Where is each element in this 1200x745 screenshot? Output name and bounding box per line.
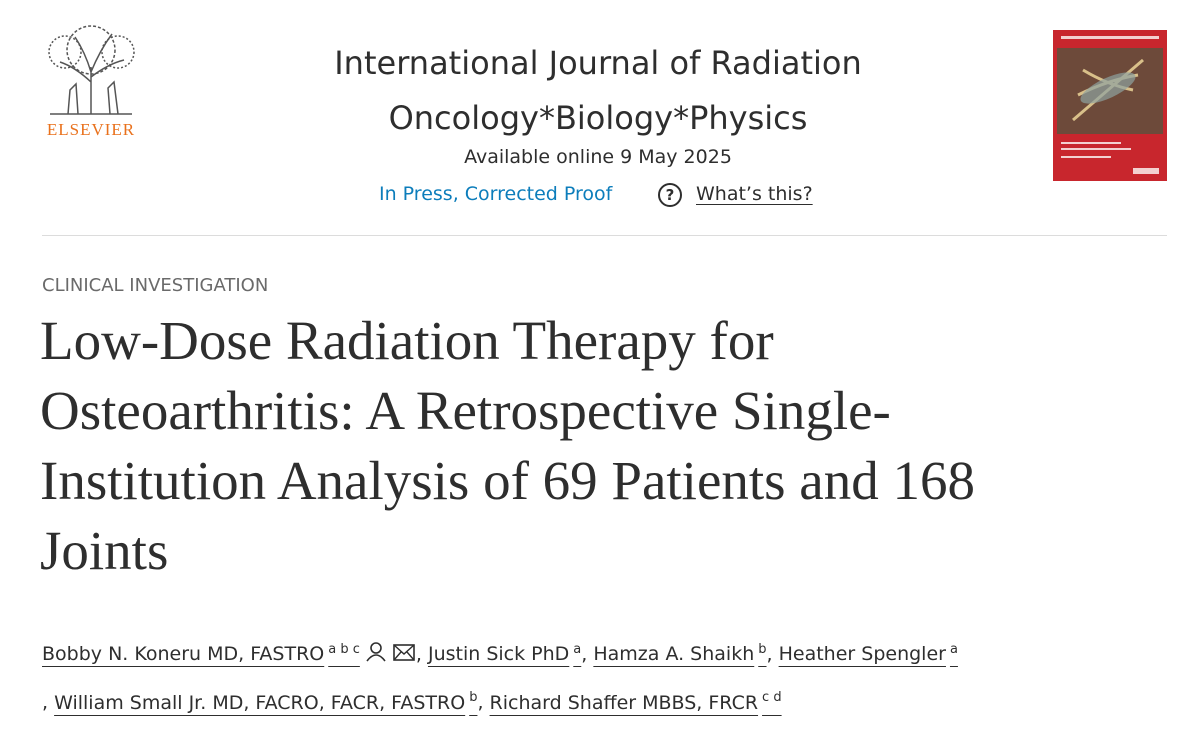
author-separator: , [415,643,422,666]
author-separator: , [42,691,49,714]
help-icon[interactable]: ? [658,183,682,207]
title-line: Osteoarthritis: A Retrospective Single- [40,380,891,441]
author-affiliations[interactable]: a [573,642,582,657]
title-line: Joints [40,520,169,581]
divider [42,235,1167,236]
author-name[interactable]: William Small Jr. MD, FACRO, FACR, FASTR… [54,691,466,714]
author-name[interactable]: Richard Shaffer MBBS, FRCR [489,691,759,714]
author[interactable]: Hamza A. Shaikh b [593,642,767,666]
publisher-name: ELSEVIER [46,120,136,139]
author[interactable]: Bobby N. Koneru MD, FASTRO a b c [42,641,416,666]
author-name[interactable]: Bobby N. Koneru MD, FASTRO [42,643,325,666]
author-affiliations[interactable]: b [758,642,767,657]
journal-title-line[interactable]: International Journal of Radiation [334,44,862,82]
journal-title-line[interactable]: Oncology*Biology*Physics [388,99,808,137]
article-title: Low-Dose Radiation Therapy for Osteoarth… [40,306,975,586]
available-date: Available online 9 May 2025 [464,146,732,168]
help-link[interactable]: What’s this? [696,183,813,205]
title-line: Low-Dose Radiation Therapy for [40,310,774,371]
author-name[interactable]: Justin Sick PhD [427,643,570,666]
journal-title[interactable]: International Journal of Radiation Oncol… [200,36,996,146]
author-icons[interactable] [366,641,416,663]
title-line: Institution Analysis of 69 Patients and … [40,450,975,511]
author-name[interactable]: Heather Spengler [778,643,946,666]
author-separator: , [766,643,773,666]
author-affiliations[interactable]: a b c [328,642,360,657]
author-separator: , [477,691,484,714]
article-status: In Press, Corrected Proof [379,183,613,205]
author-affiliations[interactable]: c d [762,690,782,706]
author-affiliations[interactable]: a [949,642,958,657]
article-section: CLINICAL INVESTIGATION [42,275,269,296]
author-separator: , [581,643,588,666]
author[interactable]: Richard Shaffer MBBS, FRCR c d [489,690,782,714]
author-affiliations[interactable]: b [469,690,478,706]
author[interactable]: Heather Spengler a [778,642,958,666]
publisher-logo [48,25,135,115]
author-list: Bobby N. Koneru MD, FASTRO a b c, Justin … [42,628,1182,725]
author[interactable]: Justin Sick PhD a [427,642,582,666]
author-name[interactable]: Hamza A. Shaikh [593,643,755,666]
journal-cover[interactable] [1053,30,1167,181]
author[interactable]: William Small Jr. MD, FACRO, FACR, FASTR… [54,690,478,714]
